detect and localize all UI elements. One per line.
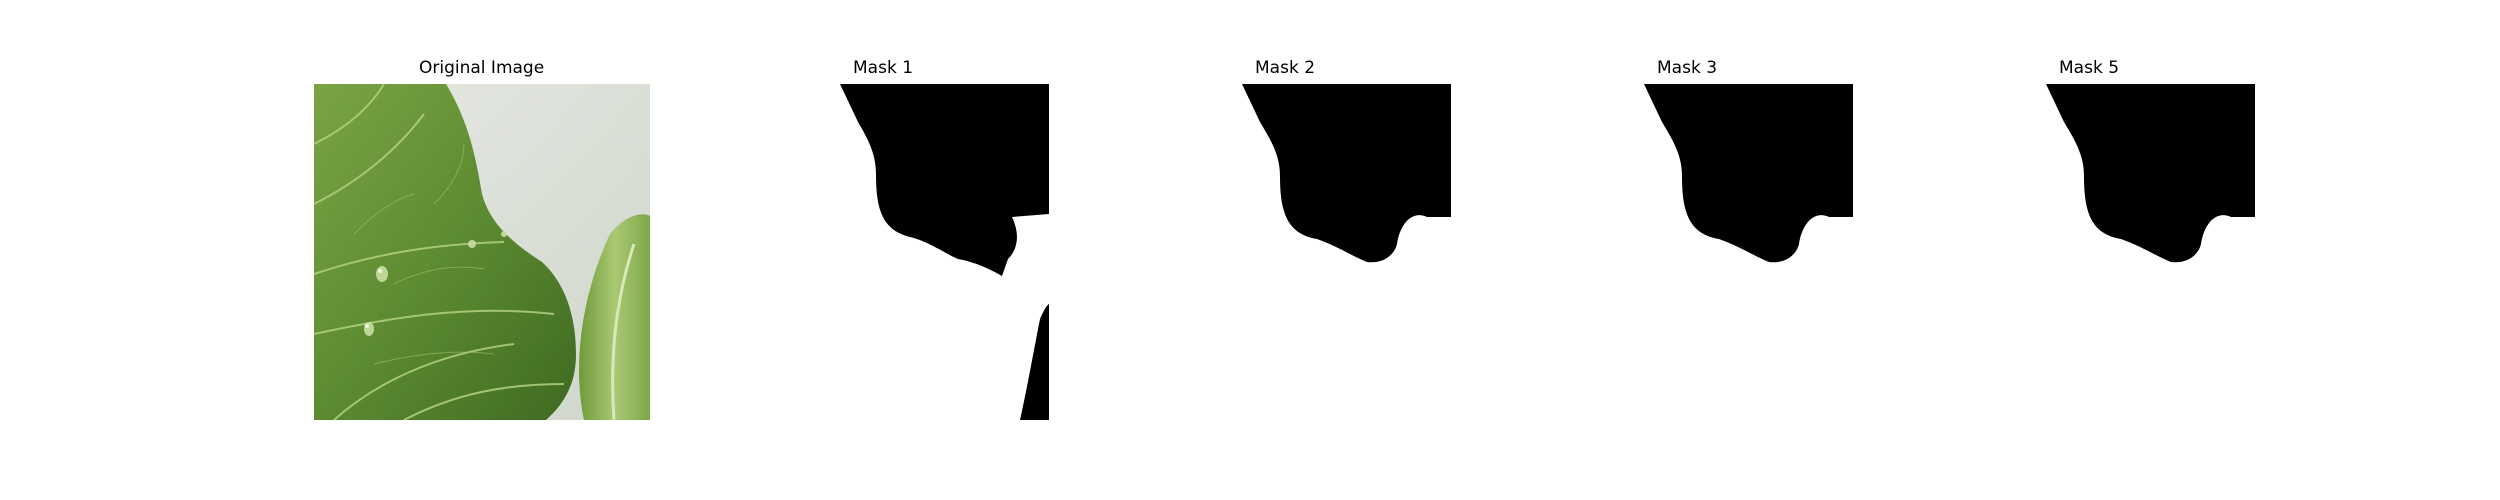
mask-1-shape	[840, 84, 1176, 420]
panel-title-mask-2: Mask 2	[1255, 58, 1316, 78]
leaf-photo	[314, 84, 650, 420]
panel-title-mask-3: Mask 3	[1657, 58, 1718, 78]
mask-1-image	[840, 84, 1176, 420]
mask-2-image	[1242, 84, 1578, 420]
mask-3-shape	[1644, 84, 1980, 420]
mask-5-shape	[2046, 84, 2382, 420]
mask-5-image	[2046, 84, 2382, 420]
panel-title-mask-5: Mask 5	[2059, 58, 2120, 78]
original-image	[314, 84, 650, 420]
mask-3-image	[1644, 84, 1980, 420]
panel-title-original: Original Image	[419, 58, 545, 78]
panel-title-mask-1: Mask 1	[853, 58, 914, 78]
mask-2-shape	[1242, 84, 1578, 420]
